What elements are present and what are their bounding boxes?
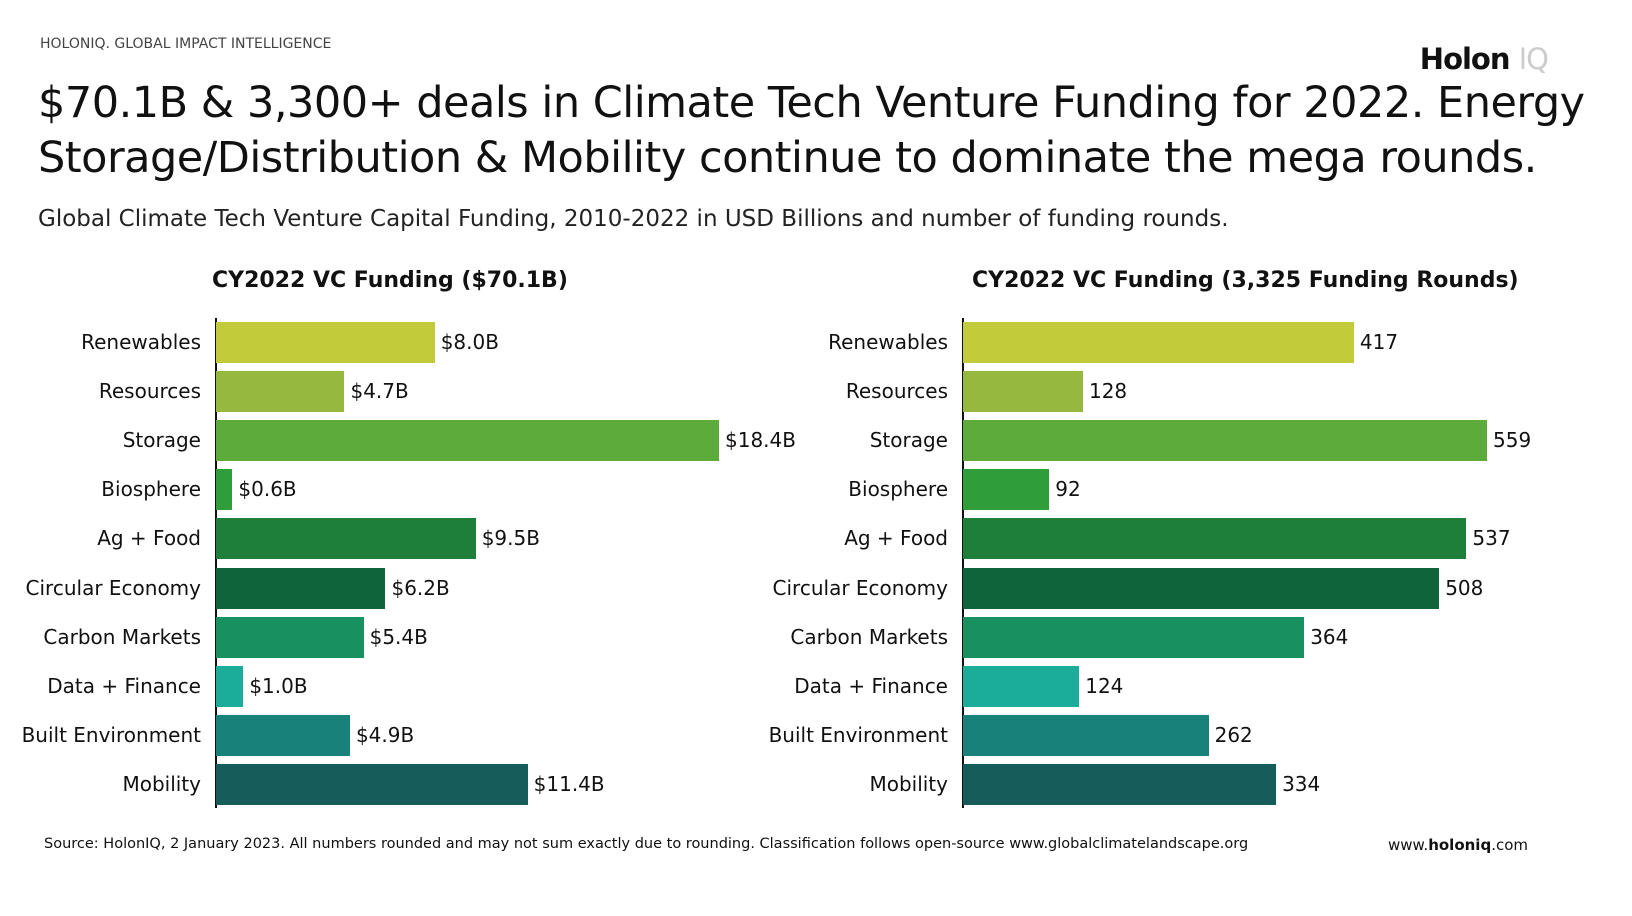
bar [216,518,476,560]
category-label: Built Environment [768,722,948,747]
category-label: Mobility [122,771,201,796]
category-label: Data + Finance [794,673,948,698]
data-label: 537 [1472,526,1511,551]
data-label: 364 [1310,624,1349,649]
chart-title-funding: CY2022 VC Funding ($70.1B) [212,268,568,293]
category-label: Ag + Food [97,526,201,551]
data-label: $5.4B [369,624,428,649]
page-title: $70.1B & 3,300+ deals in Climate Tech Ve… [38,78,1585,183]
data-label: 92 [1055,477,1081,502]
category-label: Ag + Food [844,526,948,551]
source-note: Source: HolonIQ, 2 January 2023. All num… [44,836,1249,852]
data-label: 334 [1282,771,1321,796]
data-label: $11.4B [533,771,605,796]
category-label: Biosphere [848,477,948,502]
category-label: Resources [845,379,948,404]
category-label: Renewables [81,330,201,354]
data-label: $4.9B [355,722,415,747]
data-label: 124 [1085,673,1124,698]
category-label: Storage [869,428,948,453]
category-label: Data + Finance [47,673,201,698]
top-label: HOLONIQ. GLOBAL IMPACT INTELLIGENCE [40,36,332,52]
bar [216,469,233,511]
category-label: Biosphere [101,477,201,502]
data-label: $1.0B [249,673,308,698]
bar [963,469,1050,511]
chart-axis [962,318,964,808]
category-label: Storage [122,428,201,453]
bar [963,616,1305,658]
bar [963,371,1083,413]
bar [963,322,1354,363]
category-label: Built Environment [21,722,201,747]
bar [963,567,1440,609]
category-label: Carbon Markets [43,624,201,649]
bar [216,616,364,658]
data-label: $18.4B [725,428,796,453]
bar [963,763,1277,805]
data-label: 559 [1493,428,1532,453]
bar [216,665,244,707]
bar [216,567,386,609]
data-label: $0.6B [238,477,297,502]
logo: Holon IQ [1419,42,1549,76]
subtitle: Global Climate Tech Venture Capital Fund… [38,206,1229,232]
data-label: $9.5B [481,526,540,551]
bar [216,763,528,805]
bar [216,322,435,363]
category-label: Circular Economy [772,575,948,600]
bar [216,371,345,413]
category-label: Mobility [869,771,948,796]
data-label: 508 [1445,575,1484,600]
bar [963,420,1487,462]
data-label: $8.0B [440,330,499,354]
bar [216,420,719,462]
bar [963,714,1209,756]
chart-title-rounds: CY2022 VC Funding (3,325 Funding Rounds) [972,268,1519,293]
data-label: 128 [1088,379,1128,404]
bar [963,518,1467,560]
category-label: Renewables [828,330,948,354]
bar [963,665,1080,707]
category-label: Resources [98,379,201,404]
data-label: $4.7B [350,379,409,404]
category-label: Carbon Markets [790,624,948,649]
data-label: $6.2B [391,575,450,600]
website-link[interactable]: www.holoniq.com [1387,836,1528,854]
chart-axis [215,318,217,808]
category-label: Circular Economy [25,575,201,600]
bar [216,714,350,756]
data-label: 262 [1214,722,1253,747]
data-label: 417 [1359,330,1399,354]
